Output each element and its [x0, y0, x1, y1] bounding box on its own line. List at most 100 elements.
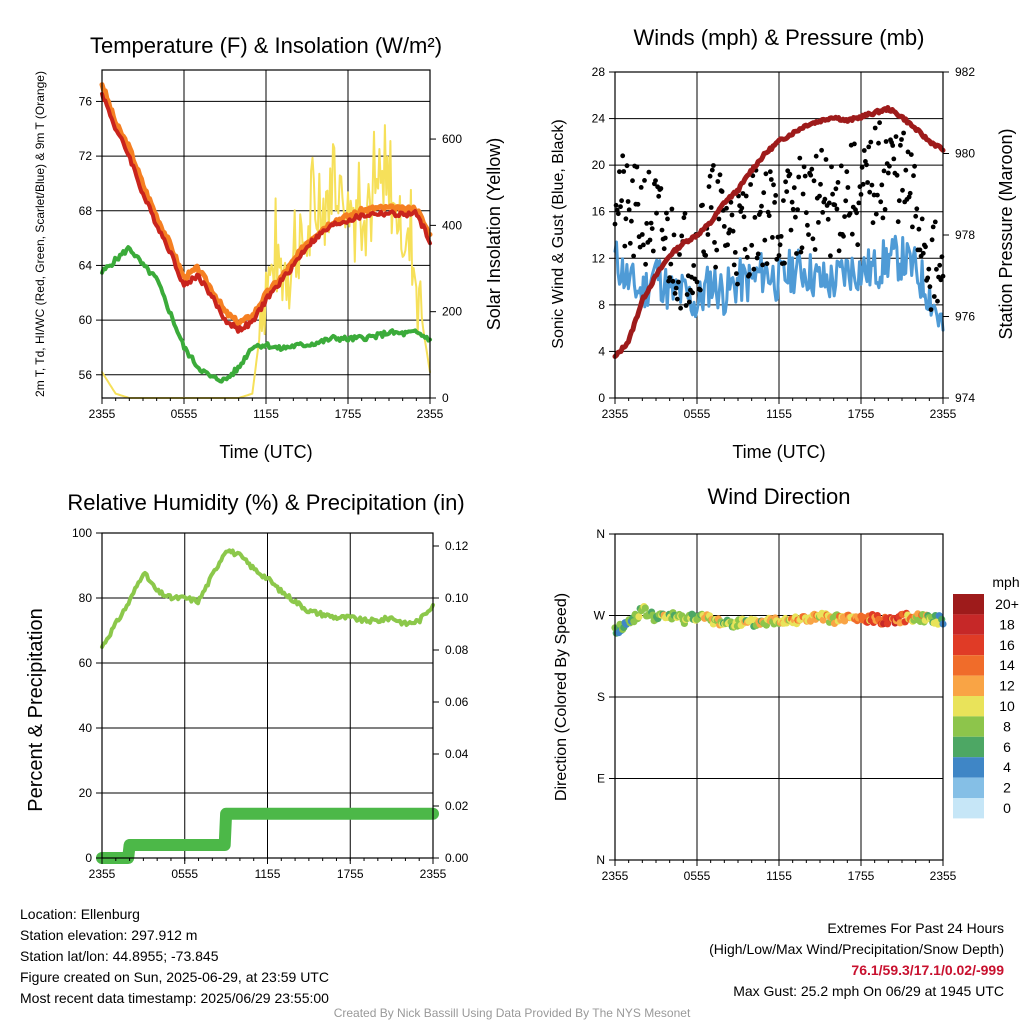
gust-point: [793, 214, 798, 220]
colorbar-label: 6: [1003, 739, 1011, 755]
gust-point: [614, 207, 620, 213]
gust-point: [630, 178, 635, 184]
gust-point: [844, 169, 850, 175]
gust-point: [910, 224, 915, 230]
gust-point: [864, 162, 869, 168]
gust-point: [766, 213, 772, 219]
gust-point: [881, 168, 887, 174]
gust-point: [770, 235, 775, 240]
gust-point: [861, 148, 867, 153]
gust-point: [912, 163, 917, 169]
gust-point: [808, 172, 814, 178]
direction-point: [641, 604, 649, 612]
gust-point: [752, 215, 758, 220]
gust-point: [739, 205, 745, 211]
gust-point: [882, 207, 888, 212]
y-tick-label: 64: [79, 258, 93, 272]
gust-point: [715, 179, 721, 184]
gust-point: [783, 179, 788, 185]
gust-point: [813, 153, 819, 159]
y-right-tick-label: 200: [442, 305, 462, 319]
gust-point: [867, 189, 873, 195]
gust-point: [855, 242, 861, 248]
colorbar-swatch: [953, 614, 984, 635]
gust-point: [928, 307, 934, 312]
gust-point: [760, 262, 765, 268]
gust-point: [835, 180, 841, 185]
gust-point: [707, 173, 713, 179]
x-tick-label: 0555: [684, 407, 711, 421]
y-right-tick-label: 600: [442, 132, 462, 146]
gust-point: [670, 278, 676, 284]
x-tick-label: 0555: [684, 869, 711, 883]
y-tick-label: 12: [592, 251, 606, 265]
gust-point: [740, 191, 746, 196]
gust-point: [778, 234, 784, 239]
gust-point: [665, 216, 670, 222]
gust-point: [785, 168, 791, 174]
gust-point: [895, 219, 901, 225]
humidity-frame: [184, 533, 351, 858]
gust-point: [677, 252, 682, 257]
gust-point: [646, 169, 652, 175]
y-tick-label: E: [597, 772, 605, 786]
gust-point: [639, 232, 645, 237]
gust-point: [748, 182, 753, 187]
gust-point: [661, 246, 667, 252]
x-tick-label: 1755: [335, 407, 362, 421]
gust-point: [735, 281, 740, 287]
gust-point: [937, 262, 943, 268]
colorbar-label: 2: [1003, 780, 1011, 796]
gust-point: [706, 184, 712, 190]
extremes-legend: (High/Low/Max Wind/Precipitation/Snow De…: [709, 941, 1004, 957]
x-tick-label: 2355: [602, 869, 629, 883]
colorbar-label: 10: [999, 698, 1015, 714]
colorbar-swatch: [953, 634, 984, 656]
gust-point: [747, 272, 752, 277]
y-right-tick-label: 980: [955, 147, 975, 161]
gust-point: [631, 253, 636, 259]
x-tick-label: 1155: [766, 869, 792, 883]
y-tick-label: 24: [592, 112, 606, 126]
gust-point: [820, 210, 826, 215]
gust-point: [647, 237, 653, 243]
gust-point: [776, 253, 782, 258]
gust-point: [894, 172, 900, 178]
y-tick-label: 60: [79, 313, 93, 327]
gust-point: [797, 155, 803, 161]
gust-point: [761, 190, 767, 196]
x-tick-label: 2355: [602, 407, 629, 421]
created-text: Figure created on Sun, 2025-06-29, at 23…: [20, 969, 329, 985]
gust-point: [852, 141, 857, 147]
gust-point: [833, 186, 839, 192]
gust-point: [930, 224, 936, 230]
gust-point: [865, 180, 870, 185]
gust-point: [899, 137, 904, 142]
gust-point: [618, 204, 623, 210]
gust-point: [914, 206, 920, 212]
gust-point: [938, 277, 944, 283]
y-tick-label: 4: [598, 344, 605, 358]
colorbar-label: 12: [999, 678, 1015, 694]
gust-point: [658, 186, 664, 191]
x-tick-label: 0555: [171, 867, 198, 881]
gust-point: [856, 200, 862, 206]
colorbar-swatch: [953, 757, 984, 778]
gust-point: [826, 200, 832, 206]
gust-point: [935, 298, 940, 304]
gust-point: [925, 275, 931, 281]
gust-point: [913, 213, 919, 219]
y-right-tick-label: 0.06: [445, 695, 469, 709]
x-tick-label: 2355: [930, 407, 957, 421]
gust-point: [741, 214, 747, 220]
gust-point: [777, 242, 783, 248]
y-tick-label: 28: [592, 65, 606, 79]
y-tick-label: 0: [85, 851, 92, 865]
gust-point: [860, 181, 866, 187]
x-tick-label: 2355: [930, 869, 957, 883]
gust-point: [664, 210, 669, 216]
gust-point: [798, 249, 804, 255]
x-tick-label: 1155: [766, 407, 792, 421]
colorbar-swatch: [953, 736, 984, 758]
gust-point: [830, 191, 835, 197]
